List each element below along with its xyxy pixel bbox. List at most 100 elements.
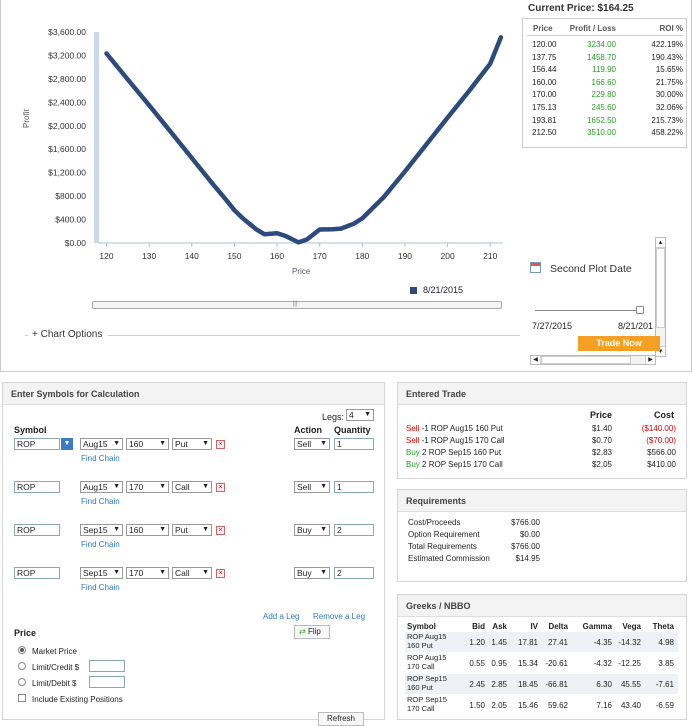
y-tick-label: $0.00 bbox=[65, 238, 87, 248]
greeks-title: Greeks / NBBO bbox=[398, 595, 686, 617]
remove-leg-link[interactable]: Remove a Leg bbox=[313, 612, 366, 621]
legend-swatch bbox=[410, 287, 417, 295]
quantity-input[interactable]: 2 bbox=[334, 524, 374, 536]
market-price-radio[interactable] bbox=[18, 646, 26, 654]
scroll-up-arrow[interactable]: ▲ bbox=[656, 238, 665, 248]
chevron-down-icon: ▼ bbox=[159, 483, 166, 490]
calendar-icon[interactable] bbox=[530, 262, 541, 273]
strike-select[interactable]: 160 ▼ bbox=[126, 524, 169, 536]
greeks-value: -6.59 bbox=[655, 701, 674, 710]
range-slider-handle[interactable]: ||| bbox=[292, 301, 298, 307]
remove-leg-icon[interactable]: × bbox=[216, 483, 225, 492]
expiration-select[interactable]: Sep15 ▼ bbox=[80, 567, 123, 579]
symbol-col-header: Symbol bbox=[14, 425, 47, 435]
remove-leg-icon[interactable]: × bbox=[216, 569, 225, 578]
find-chain-link[interactable]: Find Chain bbox=[81, 540, 120, 549]
vertical-scrollbar[interactable]: ▲ ▼ bbox=[655, 237, 666, 357]
greeks-value: 0.95 bbox=[491, 659, 507, 668]
expiration-select[interactable]: Sep15 ▼ bbox=[80, 524, 123, 536]
action-select[interactable]: Sell ▼ bbox=[294, 438, 330, 450]
find-chain-link[interactable]: Find Chain bbox=[81, 454, 120, 463]
option-type-select[interactable]: Call ▼ bbox=[172, 481, 212, 493]
hscroll-left-arrow[interactable]: ◀ bbox=[531, 356, 541, 364]
scroll-thumb[interactable] bbox=[656, 248, 665, 328]
greeks-value: 1.50 bbox=[469, 701, 485, 710]
trade-row: Buy 2 ROP Sep15 160 Put bbox=[406, 448, 501, 457]
trade-now-button[interactable]: Trade Now bbox=[578, 336, 660, 351]
scroll-down-arrow[interactable]: ▼ bbox=[656, 346, 665, 356]
requirement-label: Total Requirements bbox=[408, 542, 477, 551]
price-table-roi: 458.22% bbox=[651, 128, 683, 138]
requirement-label: Estimated Commission bbox=[408, 554, 490, 563]
flip-icon: ⇄ bbox=[299, 627, 306, 636]
greeks-value: 45.55 bbox=[620, 680, 641, 689]
strike-select[interactable]: 170 ▼ bbox=[126, 481, 169, 493]
hscroll-right-arrow[interactable]: ▶ bbox=[645, 356, 655, 364]
strike-select[interactable]: 170 ▼ bbox=[126, 567, 169, 579]
price-table: Price Profit / Loss ROI % 120.00 3234.00 4… bbox=[522, 18, 687, 148]
price-table-roi: 21.75% bbox=[655, 77, 683, 87]
chart-options-toggle[interactable]: + Chart Options bbox=[28, 329, 109, 340]
greeks-symbol: ROP Sep15 160 Put bbox=[407, 674, 447, 692]
date-slider-track[interactable] bbox=[535, 310, 643, 311]
trade-price: $2.05 bbox=[591, 460, 612, 469]
greeks-value: 1.45 bbox=[491, 638, 507, 647]
action-select[interactable]: Buy ▼ bbox=[294, 524, 330, 536]
pl-col-header: Profit / Loss bbox=[569, 24, 616, 33]
remove-leg-icon[interactable]: × bbox=[216, 440, 225, 449]
slider-end-date: 8/21/201 bbox=[618, 321, 654, 331]
strike-select[interactable]: 160 ▼ bbox=[126, 438, 169, 450]
price-table-pl: 3510.00 bbox=[587, 128, 616, 138]
chevron-down-icon: ▼ bbox=[159, 440, 166, 447]
limit-credit-radio[interactable] bbox=[18, 662, 26, 670]
trade-desc: 2 ROP Sep15 160 Put bbox=[419, 448, 502, 457]
action-select[interactable]: Sell ▼ bbox=[294, 481, 330, 493]
expiration-select-value: Sep15 bbox=[83, 568, 108, 578]
quantity-input[interactable]: 2 bbox=[334, 567, 374, 579]
quantity-input[interactable]: 1 bbox=[334, 438, 374, 450]
refresh-button[interactable]: Refresh bbox=[318, 712, 364, 726]
limit-debit-input[interactable] bbox=[89, 676, 125, 688]
limit-credit-label: Limit/Credit $ bbox=[32, 663, 80, 672]
requirement-value: $766.00 bbox=[511, 542, 540, 551]
limit-debit-radio[interactable] bbox=[18, 678, 26, 686]
option-type-select-value: Call bbox=[175, 482, 190, 492]
remove-leg-icon[interactable]: × bbox=[216, 526, 225, 535]
trade-row: Sell -1 ROP Aug15 160 Put bbox=[406, 424, 503, 433]
expiration-select[interactable]: Aug15 ▼ bbox=[80, 481, 123, 493]
find-chain-link[interactable]: Find Chain bbox=[81, 583, 120, 592]
date-slider-handle[interactable] bbox=[636, 306, 644, 314]
symbol-input[interactable]: ROP bbox=[14, 438, 60, 450]
symbol-input[interactable]: ROP bbox=[14, 567, 60, 579]
option-type-select[interactable]: Call ▼ bbox=[172, 567, 212, 579]
limit-credit-input[interactable] bbox=[89, 660, 125, 672]
legs-select[interactable]: 4 ▼ bbox=[346, 409, 374, 421]
symbol-lookup-button[interactable]: ▼ bbox=[61, 438, 73, 450]
greeks-symbol: ROP Sep15 170 Call bbox=[407, 695, 447, 713]
requirements-panel: Requirements bbox=[397, 489, 687, 582]
add-leg-link[interactable]: Add a Leg bbox=[263, 612, 300, 621]
include-existing-checkbox[interactable] bbox=[18, 694, 26, 702]
x-tick-label: 160 bbox=[270, 251, 284, 261]
expiration-select[interactable]: Aug15 ▼ bbox=[80, 438, 123, 450]
requirement-label: Option Requirement bbox=[408, 530, 480, 539]
symbol-input[interactable]: ROP bbox=[14, 524, 60, 536]
find-chain-link[interactable]: Find Chain bbox=[81, 497, 120, 506]
requirement-value: $14.95 bbox=[515, 554, 540, 563]
range-slider[interactable]: ||| bbox=[92, 301, 502, 309]
action-select[interactable]: Buy ▼ bbox=[294, 567, 330, 579]
hscroll-thumb[interactable] bbox=[541, 356, 631, 364]
chevron-down-icon: ▼ bbox=[113, 569, 120, 576]
quantity-input[interactable]: 1 bbox=[334, 481, 374, 493]
horizontal-scrollbar[interactable]: ◀ ▶ bbox=[530, 355, 656, 365]
symbol-input[interactable]: ROP bbox=[14, 481, 60, 493]
greeks-value: 17.81 bbox=[517, 638, 538, 647]
option-type-select[interactable]: Put ▼ bbox=[172, 438, 212, 450]
strike-select-value: 170 bbox=[129, 568, 144, 578]
flip-button[interactable]: ⇄ Flip bbox=[294, 625, 330, 639]
option-type-select[interactable]: Put ▼ bbox=[172, 524, 212, 536]
greeks-symbol: ROP Aug15 170 Call bbox=[407, 653, 447, 671]
option-type-select-value: Call bbox=[175, 568, 190, 578]
price-table-roi: 32.06% bbox=[655, 103, 683, 112]
series-line bbox=[104, 35, 504, 245]
